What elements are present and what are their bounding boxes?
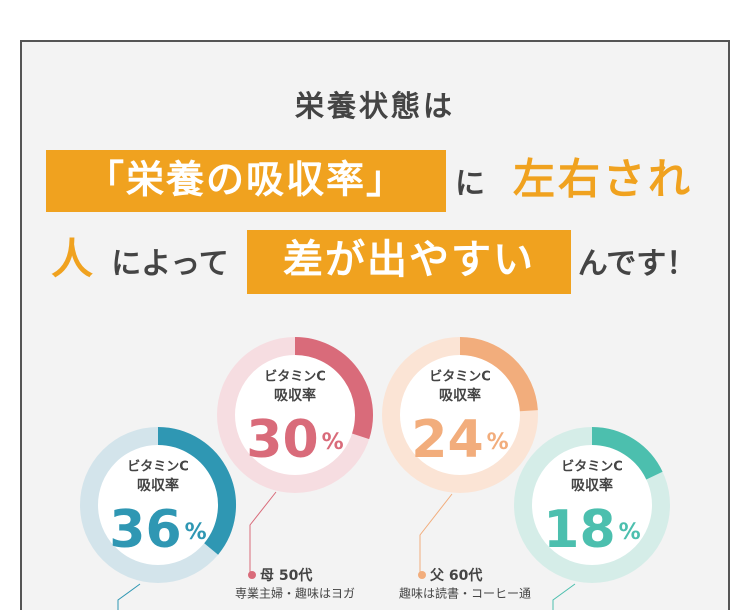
donut-label: 吸収率	[274, 387, 316, 404]
leader-line	[552, 583, 576, 610]
donut-arc	[591, 427, 663, 480]
highlight-box	[247, 230, 571, 294]
donut-value: 24%	[411, 410, 508, 470]
heading-text: に	[455, 167, 485, 202]
donut-value: 18%	[543, 500, 640, 560]
highlight-text: 差が出やすい	[283, 237, 535, 283]
heading-line1: 栄養状態は	[295, 89, 455, 123]
value-number: 36	[109, 500, 181, 560]
leader-line	[249, 491, 277, 572]
donut-label: 吸収率	[571, 477, 613, 494]
donut-label: ビタミンC	[264, 369, 326, 385]
accent-text: 人	[51, 235, 93, 284]
leader-line	[117, 583, 141, 610]
donut-label: ビタミンC	[127, 459, 189, 475]
value-unit: %	[619, 520, 641, 545]
person-dot	[418, 571, 426, 579]
person: 母 50代	[260, 567, 312, 584]
donut-label: ビタミンC	[429, 369, 491, 385]
heading-text: によって	[111, 247, 229, 282]
heading-text: んです！	[578, 247, 697, 282]
donut-arc	[294, 337, 373, 440]
value-unit: %	[185, 520, 207, 545]
value-unit: %	[322, 430, 344, 455]
donut-label: ビタミンC	[561, 459, 623, 475]
donut-label: 吸収率	[137, 477, 179, 494]
donut-arc	[157, 427, 236, 555]
highlight-box	[46, 150, 446, 212]
value-unit: %	[487, 430, 509, 455]
donut-arc	[459, 337, 538, 412]
accent-text: 左右され	[513, 155, 693, 204]
person-description: 専業主婦・趣味はヨガ	[235, 586, 355, 601]
highlight-text: 「栄養の吸収率」	[86, 158, 406, 202]
person-dot	[248, 571, 256, 579]
donut-value: 30%	[246, 410, 343, 470]
person: 父 60代	[429, 567, 482, 584]
person-description: 趣味は読書・コーヒー通	[399, 586, 531, 601]
leader-line	[419, 493, 453, 572]
donut-value: 36%	[109, 500, 206, 560]
value-number: 18	[543, 500, 615, 560]
donut-label: 吸収率	[439, 387, 481, 404]
value-number: 24	[411, 410, 483, 470]
value-number: 30	[246, 410, 318, 470]
